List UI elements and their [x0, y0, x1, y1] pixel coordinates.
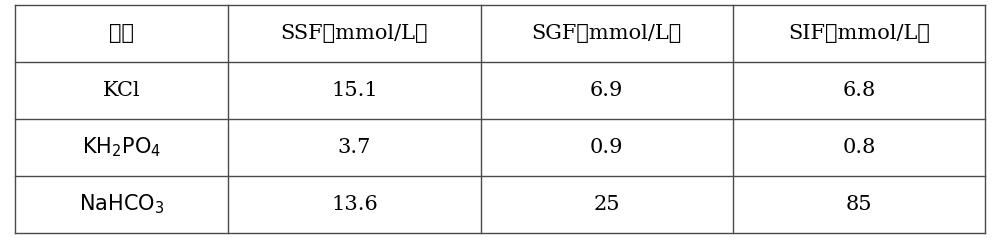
Text: 15.1: 15.1	[331, 81, 378, 100]
Text: 0.9: 0.9	[590, 138, 623, 157]
Text: 13.6: 13.6	[331, 195, 378, 214]
Text: 成分: 成分	[109, 23, 134, 43]
Text: 3.7: 3.7	[338, 138, 371, 157]
Text: $\mathrm{NaHCO_3}$: $\mathrm{NaHCO_3}$	[79, 193, 164, 217]
Text: SIF（mmol/L）: SIF（mmol/L）	[788, 24, 930, 43]
Text: 6.8: 6.8	[842, 81, 876, 100]
Text: 25: 25	[593, 195, 620, 214]
Text: 6.9: 6.9	[590, 81, 623, 100]
Text: SGF（mmol/L）: SGF（mmol/L）	[532, 24, 682, 43]
Text: SSF（mmol/L）: SSF（mmol/L）	[281, 24, 428, 43]
Text: 0.8: 0.8	[842, 138, 876, 157]
Text: $\mathrm{KH_2PO_4}$: $\mathrm{KH_2PO_4}$	[82, 136, 161, 159]
Text: 85: 85	[846, 195, 872, 214]
Text: KCl: KCl	[103, 81, 141, 100]
